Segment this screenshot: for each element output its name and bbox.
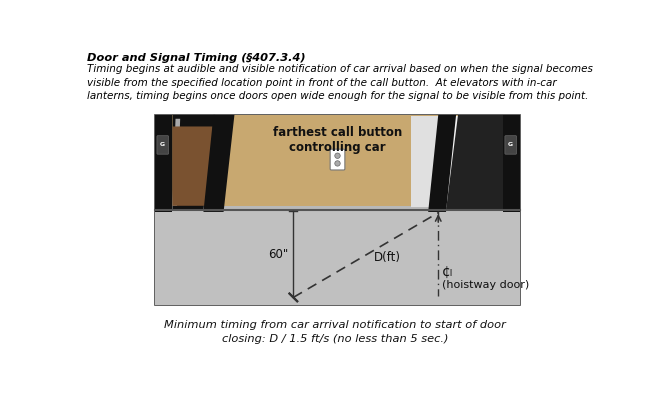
Text: ¢ₗ: ¢ₗ [442,266,453,280]
Polygon shape [442,116,501,208]
Text: farthest call button
controlling car: farthest call button controlling car [273,126,402,154]
Polygon shape [173,127,213,206]
Circle shape [335,161,340,166]
Text: G: G [508,142,513,147]
Bar [156,209,520,305]
Text: D(ft): D(ft) [373,251,400,264]
Text: G: G [160,142,165,147]
FancyBboxPatch shape [330,149,345,170]
Circle shape [335,153,340,158]
Text: Minimum timing from car arrival notification to start of door
closing: D / 1.5 f: Minimum timing from car arrival notifica… [164,320,506,344]
Text: (hoistway door): (hoistway door) [442,280,529,290]
Bar [156,115,520,206]
Polygon shape [411,116,501,208]
Bar [156,115,520,305]
FancyBboxPatch shape [505,136,517,154]
Bar [156,115,173,212]
Text: Door and Signal Timing (§407.3.4): Door and Signal Timing (§407.3.4) [87,53,306,63]
FancyBboxPatch shape [157,136,169,154]
Bar [502,115,520,212]
Text: 60": 60" [268,248,288,261]
Text: Timing begins at audible and visible notification of car arrival based on when t: Timing begins at audible and visible not… [87,64,593,101]
Polygon shape [446,115,502,209]
Polygon shape [203,115,234,212]
Polygon shape [428,115,456,212]
Polygon shape [173,115,215,209]
Polygon shape [173,119,180,206]
